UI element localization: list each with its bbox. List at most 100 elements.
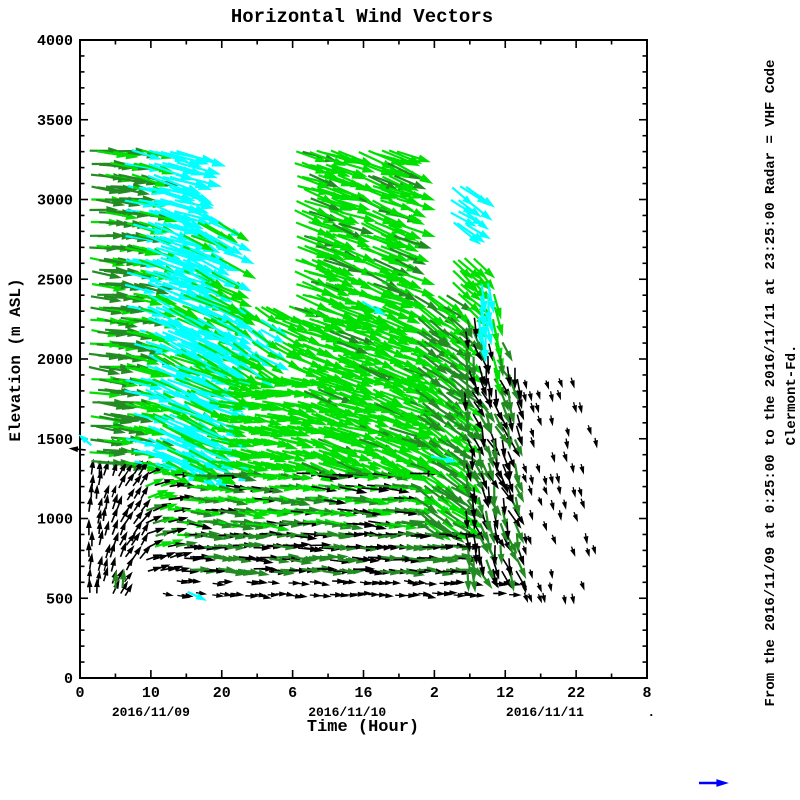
wind-arrow (452, 552, 473, 560)
wind-arrow (509, 592, 522, 598)
wind-arrow (315, 412, 351, 429)
wind-arrow (548, 415, 554, 427)
wind-arrow (337, 150, 375, 166)
wind-arrow (174, 494, 195, 501)
wind-arrow (491, 439, 499, 463)
wind-arrow (514, 522, 524, 544)
wind-arrow (124, 545, 135, 558)
wind-arrow (506, 462, 513, 481)
wind-arrow (273, 569, 295, 577)
wind-arrow (281, 438, 315, 449)
wind-arrow (103, 520, 110, 536)
wind-arrow (96, 198, 126, 207)
wind-arrow (570, 593, 576, 605)
wind-arrow (492, 293, 502, 320)
wind-arrow (175, 540, 198, 548)
wind-arrow (322, 233, 357, 251)
wind-arrow (472, 317, 479, 339)
wind-arrow (460, 283, 482, 302)
wind-arrow (450, 211, 477, 227)
wind-arrow (487, 472, 499, 490)
wind-arrow (540, 592, 546, 604)
wind-arrow (96, 460, 103, 475)
wind-arrow (359, 580, 373, 586)
wind-arrow (260, 486, 284, 494)
wind-arrow (548, 473, 554, 485)
y-tick-label: 3000 (37, 193, 73, 210)
wind-arrow (361, 162, 394, 176)
wind-arrow (487, 449, 494, 469)
wind-arrow (272, 319, 300, 332)
wind-arrow (515, 425, 523, 447)
wind-arrow (504, 521, 511, 541)
wind-arrow (337, 199, 371, 211)
wind-arrow (465, 546, 473, 569)
wind-arrow (124, 583, 133, 597)
wind-arrow (317, 258, 355, 277)
wind-arrow (102, 566, 109, 582)
wind-arrow (124, 510, 134, 524)
wind-arrow (295, 412, 328, 426)
wind-arrow (266, 461, 296, 472)
reference-arrow (699, 779, 729, 787)
wind-arrow (139, 471, 150, 486)
y-tick-label: 2500 (37, 272, 73, 289)
wind-arrow (393, 174, 427, 190)
x-axis-date-label: 2016/11/11 (506, 705, 584, 720)
wind-arrow (267, 592, 280, 598)
wind-arrow (529, 437, 535, 449)
wind-arrow (309, 579, 323, 585)
wind-arrow (288, 305, 318, 318)
wind-arrow (210, 235, 244, 256)
wind-arrow (466, 212, 490, 231)
wind-arrow (522, 379, 528, 390)
wind-arrow (140, 485, 149, 500)
wind-arrow (265, 306, 292, 322)
wind-arrow (481, 403, 496, 424)
wind-arrow (506, 390, 514, 414)
wind-arrow (466, 319, 473, 339)
wind-arrow (367, 508, 392, 516)
wind-arrow (534, 402, 540, 414)
wind-arrow (569, 377, 575, 389)
wind-arrow (345, 389, 375, 401)
wind-arrow (513, 463, 521, 487)
wind-arrow (336, 449, 373, 462)
wind-arrow (331, 532, 351, 540)
wind-arrow (562, 451, 568, 463)
wind-arrow (266, 403, 301, 416)
wind-arrow (331, 510, 358, 518)
wind-arrow (513, 508, 525, 526)
y-tick-label: 1000 (37, 512, 73, 529)
wind-arrow (147, 489, 169, 499)
x-axis-date-label: 2016/11/09 (112, 705, 190, 720)
wind-arrow (103, 460, 109, 476)
wind-arrow (159, 503, 178, 511)
wind-arrow (351, 509, 378, 518)
wind-arrow (246, 579, 261, 586)
wind-arrow (309, 151, 347, 166)
wind-arrow (542, 486, 548, 496)
wind-arrow (223, 437, 255, 448)
wind-arrow (528, 474, 534, 486)
wind-arrow (497, 545, 505, 565)
wind-arrow (464, 569, 472, 593)
wind-arrow (456, 222, 486, 243)
y-tick-label: 4000 (37, 33, 73, 50)
wind-arrow (478, 534, 489, 555)
wind-arrow (97, 497, 103, 511)
wind-arrow (175, 173, 223, 188)
wind-arrow (478, 569, 493, 590)
wind-arrow (141, 508, 153, 523)
wind-arrow (556, 485, 562, 496)
wind-arrow (118, 472, 127, 489)
wind-arrow (476, 547, 483, 567)
wind-arrow (464, 533, 471, 553)
wind-arrow (120, 507, 130, 523)
wind-arrow (253, 532, 273, 540)
wind-arrow (89, 458, 96, 475)
wind-arrow (340, 306, 377, 321)
wind-arrow (345, 355, 377, 366)
wind-arrow (98, 415, 133, 425)
wind-arrow (389, 317, 421, 335)
